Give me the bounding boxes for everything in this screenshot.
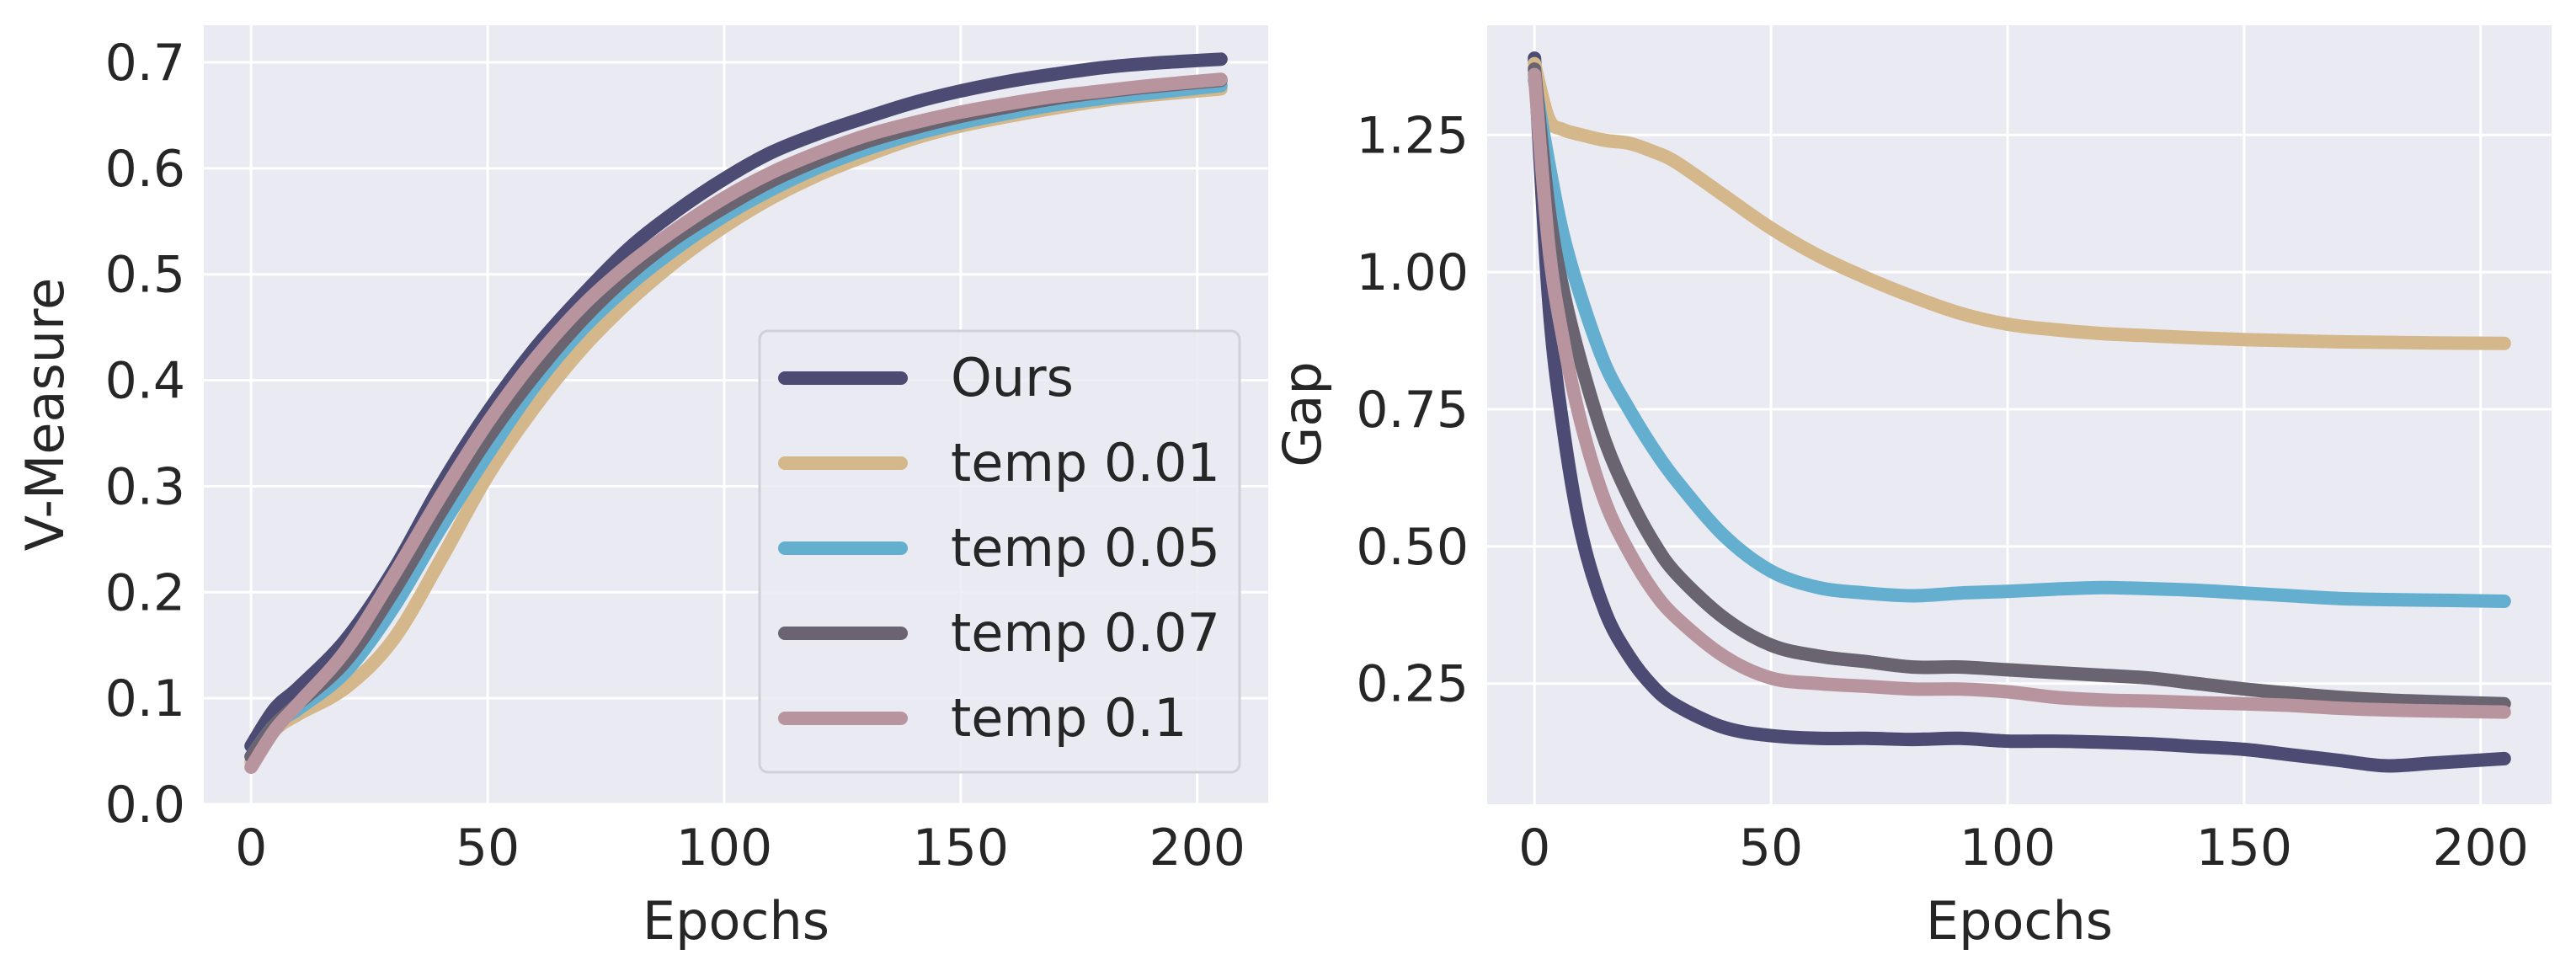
v-measure-y-tick-label: 0.5 bbox=[105, 246, 185, 305]
gap-x-tick-label: 0 bbox=[1518, 819, 1550, 877]
v-measure-y-tick-label: 0.4 bbox=[105, 352, 185, 411]
gap-series-temp-0-07 bbox=[1528, 62, 2511, 711]
gap-x-tick-label: 200 bbox=[2432, 819, 2529, 877]
v-measure-y-tick-label: 0.0 bbox=[105, 776, 185, 835]
gap-series-temp-0-01 bbox=[1528, 56, 2511, 350]
legend-label-temp-0-01: temp 0.01 bbox=[951, 432, 1220, 493]
gap-y-axis-label: Gap bbox=[1272, 361, 1333, 467]
legend-label-temp-0-05: temp 0.05 bbox=[951, 517, 1220, 579]
v-measure-series-temp-0-1 bbox=[244, 72, 1228, 774]
gap-x-tick-label: 50 bbox=[1739, 819, 1803, 877]
gap-y-tick-label: 1.25 bbox=[1356, 106, 1469, 165]
v-measure-y-axis-label: V-Measure bbox=[14, 278, 76, 552]
v-measure-y-tick-label: 0.1 bbox=[105, 669, 185, 728]
gap-y-tick-label: 0.50 bbox=[1356, 518, 1469, 577]
v-measure-x-tick-label: 0 bbox=[235, 819, 267, 877]
v-measure-chart: 0 50 100 150 200 0.0 0.1 0.2 0.3 0.4 0.5 0.6 0.7 Epo… bbox=[14, 25, 1268, 952]
v-measure-x-tick-label: 100 bbox=[676, 819, 773, 877]
gap-x-axis-label: Epochs bbox=[1926, 890, 2113, 952]
v-measure-ticks: 0 50 100 150 200 0.0 0.1 0.2 0.3 0.4 0.5 0.6 0.7 bbox=[105, 34, 1245, 877]
v-measure-y-tick-label: 0.7 bbox=[105, 34, 185, 93]
gap-series-ours bbox=[1528, 51, 2511, 773]
gap-y-tick-label: 0.75 bbox=[1356, 381, 1469, 440]
v-measure-x-tick-label: 200 bbox=[1149, 819, 1245, 877]
legend-label-ours: Ours bbox=[951, 347, 1074, 408]
legend: Ours temp 0.01 temp 0.05 temp 0.07 temp … bbox=[758, 329, 1241, 774]
v-measure-y-tick-label: 0.6 bbox=[105, 140, 185, 199]
gap-series-temp-0-05 bbox=[1528, 73, 2511, 608]
gap-x-tick-label: 150 bbox=[2196, 819, 2293, 877]
gap-y-tick-label: 1.00 bbox=[1356, 243, 1469, 302]
v-measure-y-tick-label: 0.2 bbox=[105, 563, 185, 622]
v-measure-x-tick-label: 150 bbox=[913, 819, 1010, 877]
legend-label-temp-0-07: temp 0.07 bbox=[951, 602, 1220, 664]
v-measure-x-tick-label: 50 bbox=[456, 819, 520, 877]
v-measure-y-tick-label: 0.3 bbox=[105, 457, 185, 516]
legend-frame bbox=[758, 329, 1241, 774]
gap-x-tick-label: 100 bbox=[1960, 819, 2056, 877]
gap-ticks: 0 50 100 150 200 0.25 0.50 0.75 1.00 1.25 bbox=[1356, 106, 2529, 877]
gap-series-temp-0-1 bbox=[1528, 67, 2511, 719]
gap-series-group bbox=[1528, 51, 2511, 773]
legend-label-temp-0-1: temp 0.1 bbox=[951, 687, 1187, 749]
v-measure-x-axis-label: Epochs bbox=[643, 890, 829, 952]
v-measure-series-group bbox=[244, 52, 1228, 774]
gap-y-tick-label: 0.25 bbox=[1356, 655, 1469, 714]
